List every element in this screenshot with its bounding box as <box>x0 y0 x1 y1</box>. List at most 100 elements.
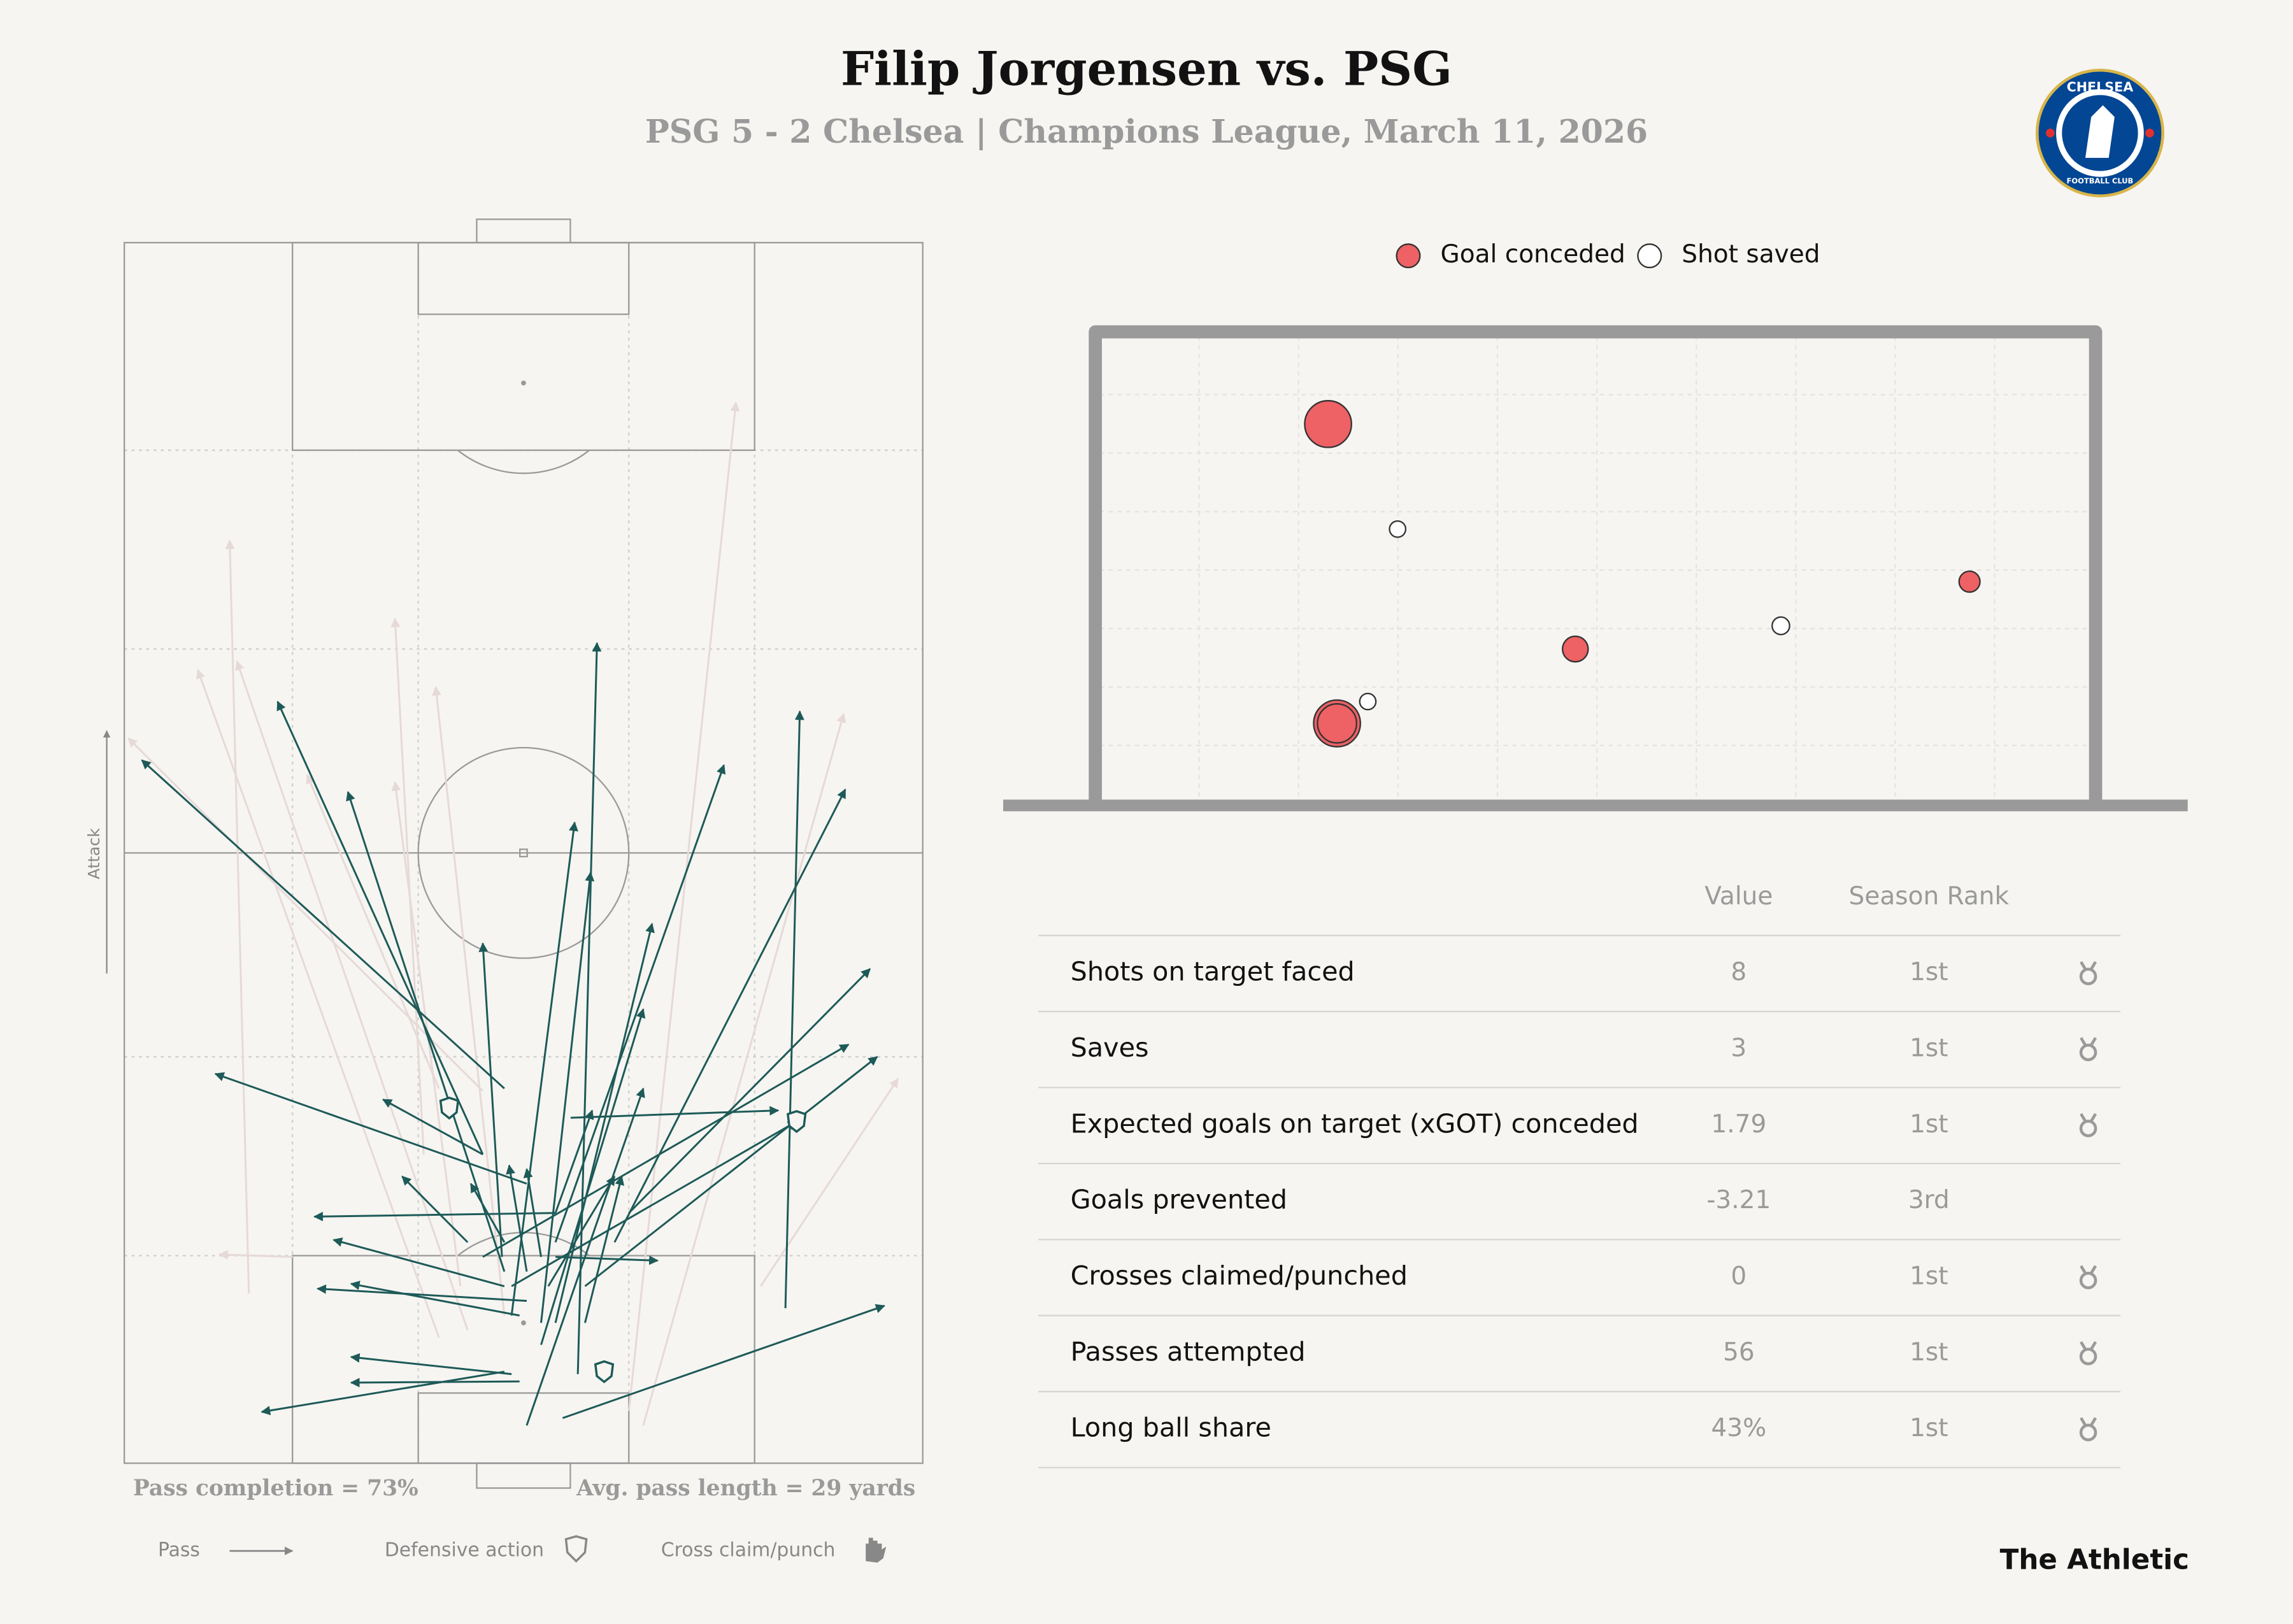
medal-icon <box>2079 1271 2097 1290</box>
medal-icon <box>2079 1043 2097 1062</box>
row-label: Passes attempted <box>1071 1336 1306 1367</box>
row-label: Expected goals on target (xGOT) conceded <box>1071 1108 1639 1139</box>
medal-icon <box>2079 967 2097 985</box>
medal-icon <box>2079 1348 2097 1365</box>
pass-arrow <box>540 1008 646 1346</box>
row-label: Crosses claimed/punched <box>1071 1260 1408 1291</box>
row-value: 0 <box>1731 1262 1747 1291</box>
pass-arrow <box>478 942 503 1257</box>
pass-arrow <box>313 1211 556 1222</box>
pass-arrow <box>540 871 595 1323</box>
subtitle: PSG 5 - 2 Chelsea | Champions League, Ma… <box>645 113 1648 151</box>
row-rank: 1st <box>1910 1034 1948 1062</box>
row-value: 8 <box>1731 958 1747 987</box>
medal-icon <box>2080 1265 2097 1274</box>
pass-arrow <box>214 1072 527 1185</box>
failed-pass <box>235 660 469 1331</box>
pass-arrow <box>261 1371 505 1416</box>
row-value: -3.21 <box>1706 1186 1771 1214</box>
pass-arrow <box>613 788 846 1243</box>
club-badge: CHELSEA FOOTBALL CLUB <box>2035 68 2164 197</box>
stats-table: Value Season Rank Shots on target faced 8 1s… <box>1038 882 2121 1469</box>
row-value: 1.79 <box>1711 1110 1766 1139</box>
pass-arrow <box>506 1164 528 1272</box>
medal-icon <box>2079 1423 2097 1442</box>
defensive-action <box>594 1360 615 1384</box>
badge-text: FOOTBALL CLUB <box>2067 176 2134 185</box>
legend-label: Cross claim/punch <box>661 1539 836 1562</box>
pass-arrow <box>525 1087 645 1426</box>
shot-marker <box>1317 703 1357 744</box>
pass-layer <box>127 401 899 1426</box>
failed-pass <box>225 539 250 1294</box>
pass-arrow <box>547 1175 616 1287</box>
pass-arrow <box>332 1237 505 1288</box>
pass-arrow <box>576 642 602 1374</box>
failed-pass <box>218 1250 293 1260</box>
row-label: Goals prevented <box>1071 1185 1287 1215</box>
row-label: Long ball share <box>1071 1413 1271 1443</box>
row-value: 3 <box>1731 1034 1747 1062</box>
legend-label: Defensive action <box>385 1539 544 1562</box>
medal-icon <box>2080 1113 2097 1122</box>
failed-pass <box>642 713 846 1426</box>
pass-arrow <box>584 1056 878 1287</box>
failed-pass <box>432 686 506 1316</box>
pitch-legend: Pass Defensive action Cross claim/punch <box>158 1535 887 1563</box>
column-header: Value <box>1704 882 1773 911</box>
medal-icon <box>2080 1417 2097 1427</box>
medal-icon <box>2080 1341 2097 1350</box>
row-label: Saves <box>1071 1032 1149 1063</box>
pass-arrow <box>350 1353 512 1376</box>
row-rank: 1st <box>1910 1262 1948 1291</box>
pass-arrow <box>350 1280 520 1317</box>
legend-marker <box>1637 243 1662 269</box>
pass-arrow <box>784 710 804 1309</box>
pass-arrow <box>555 1255 659 1265</box>
shot-marker <box>1389 520 1407 538</box>
row-rank: 1st <box>1910 958 1948 987</box>
legend-label: Goal conceded <box>1440 240 1625 269</box>
row-value: 43% <box>1711 1414 1766 1442</box>
medal-icon <box>2079 1120 2097 1137</box>
pass-arrow <box>276 701 484 1155</box>
medal-icon <box>2080 1037 2097 1046</box>
row-label: Shots on target faced <box>1071 957 1355 987</box>
defensive-action <box>787 1110 807 1134</box>
badge-text: CHELSEA <box>2067 80 2134 95</box>
failed-pass <box>627 401 740 1411</box>
title: Filip Jorgensen vs. PSG <box>841 42 1452 97</box>
defensive-action <box>439 1096 460 1120</box>
pass-arrow <box>511 1120 797 1287</box>
medal-icon <box>2080 961 2097 970</box>
row-rank: 1st <box>1910 1110 1948 1139</box>
legend-icon <box>564 1535 588 1563</box>
shot-marker <box>1771 616 1790 636</box>
failed-pass <box>127 737 484 1092</box>
shot-marker <box>1958 570 1981 593</box>
pass-arrow <box>141 759 505 1090</box>
row-rank: 1st <box>1910 1338 1948 1367</box>
legend-marker <box>1396 243 1421 269</box>
brand: The Athletic <box>2000 1544 2189 1576</box>
failed-pass <box>196 669 440 1338</box>
pass-arrow <box>469 1183 506 1243</box>
row-rank: 1st <box>1910 1414 1948 1442</box>
shot-marker <box>1304 400 1352 448</box>
pass-arrow <box>382 1099 483 1155</box>
row-rank: 3rd <box>1908 1186 1950 1214</box>
pass-arrow <box>584 1175 625 1323</box>
pass-arrow <box>317 1284 527 1302</box>
pass-arrow <box>401 1176 469 1243</box>
row-value: 56 <box>1723 1338 1755 1367</box>
failed-pass <box>306 774 440 1089</box>
pass-arrow <box>554 1109 594 1214</box>
annotation: Avg. pass length = 29 yards <box>576 1476 915 1501</box>
pass-arrow <box>350 1378 520 1388</box>
legend-label: Shot saved <box>1682 240 1820 269</box>
shot-marker <box>1359 692 1377 711</box>
legend-icon <box>866 1537 887 1563</box>
pass-arrow <box>562 1304 885 1420</box>
goal-map <box>1003 325 2188 811</box>
